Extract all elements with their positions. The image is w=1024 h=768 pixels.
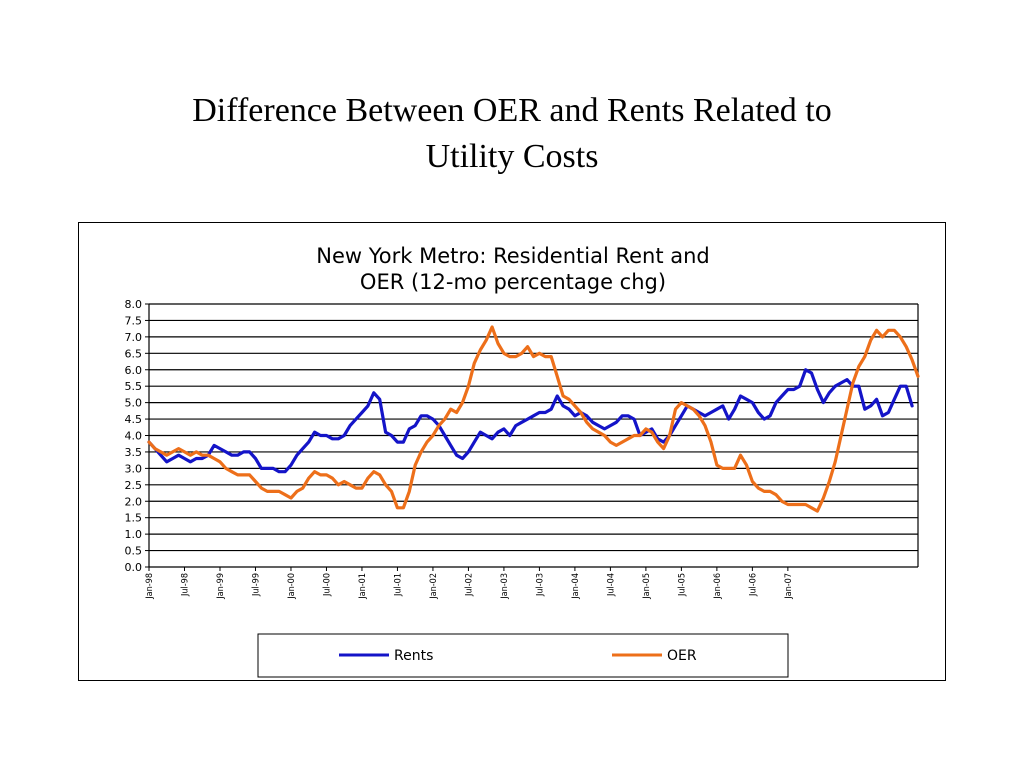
chart-frame: New York Metro: Residential Rent and OER…	[78, 222, 946, 681]
x-tick-label: Jan-06	[713, 573, 723, 600]
legend-box	[257, 633, 789, 678]
x-tick-label: Jan-01	[358, 573, 368, 600]
gridlines	[149, 303, 918, 568]
x-tick-label: Jan-02	[429, 573, 439, 600]
y-tick-label: 7.5	[125, 314, 143, 327]
x-tick-label: Jan-00	[287, 573, 297, 600]
y-tick-label: 5.0	[125, 397, 143, 410]
y-tick-label: 7.0	[125, 331, 143, 344]
x-tick-label: Jan-03	[500, 573, 510, 600]
x-tick-label: Jan-05	[642, 573, 652, 600]
x-tick-label: Jul-01	[393, 573, 403, 597]
x-tick-label: Jul-99	[251, 573, 261, 597]
y-tick-label: 2.5	[125, 479, 143, 492]
x-tick-label: Jul-04	[606, 573, 616, 597]
y-tick-label: 8.0	[125, 298, 143, 311]
series-line-oer	[147, 325, 920, 513]
y-tick-label: 0.5	[125, 545, 143, 558]
chart-title-line-1: New York Metro: Residential Rent and	[316, 244, 710, 268]
series-lines	[147, 325, 920, 513]
y-tick-label: 3.5	[125, 446, 143, 459]
y-tick-label: 6.5	[125, 347, 143, 360]
y-axis-ticks: 0.0 0.5 1.0 1.5 2.0 2.5 3.0 3.5 4.0 4.5 5.0 5.5 6.0 6…	[125, 298, 149, 574]
chart-canvas: New York Metro: Residential Rent and OER…	[125, 244, 920, 678]
x-tick-label: Jul-03	[535, 573, 545, 597]
legend-label-rents: Rents	[394, 648, 433, 664]
y-tick-label: 1.5	[125, 512, 143, 525]
series-line-rents	[147, 368, 914, 474]
x-tick-label: Jul-00	[322, 573, 332, 597]
x-tick-label: Jan-99	[216, 573, 226, 600]
x-tick-label: Jul-02	[464, 573, 474, 597]
y-tick-label: 2.0	[125, 495, 143, 508]
x-tick-label: Jan-07	[784, 573, 794, 600]
slide-title-line-2: Utility Costs	[425, 138, 599, 175]
y-tick-label: 1.0	[125, 528, 143, 541]
y-tick-label: 0.0	[125, 561, 143, 574]
x-tick-label: Jul-05	[677, 573, 687, 597]
legend-label-oer: OER	[667, 648, 697, 664]
y-tick-label: 4.0	[125, 430, 143, 443]
y-tick-label: 3.0	[125, 462, 143, 475]
chart-title-line-2: OER (12-mo percentage chg)	[360, 270, 666, 294]
slide-title: Difference Between OER and Rents Related…	[0, 88, 1024, 180]
x-tick-label: Jan-98	[145, 573, 155, 600]
slide-title-line-1: Difference Between OER and Rents Related…	[192, 92, 832, 129]
y-tick-label: 6.0	[125, 364, 143, 377]
y-tick-label: 5.5	[125, 380, 143, 393]
x-tick-label: Jul-06	[748, 573, 758, 597]
legend: Rents OER	[257, 633, 789, 678]
y-tick-label: 4.5	[125, 413, 143, 426]
x-tick-label: Jan-04	[571, 573, 581, 600]
x-tick-label: Jul-98	[180, 573, 190, 597]
x-axis-ticks: Jan-98 Jul-98 Jan-99 Jul-99 Jan-00 Jul-00 Jan-…	[145, 567, 794, 600]
